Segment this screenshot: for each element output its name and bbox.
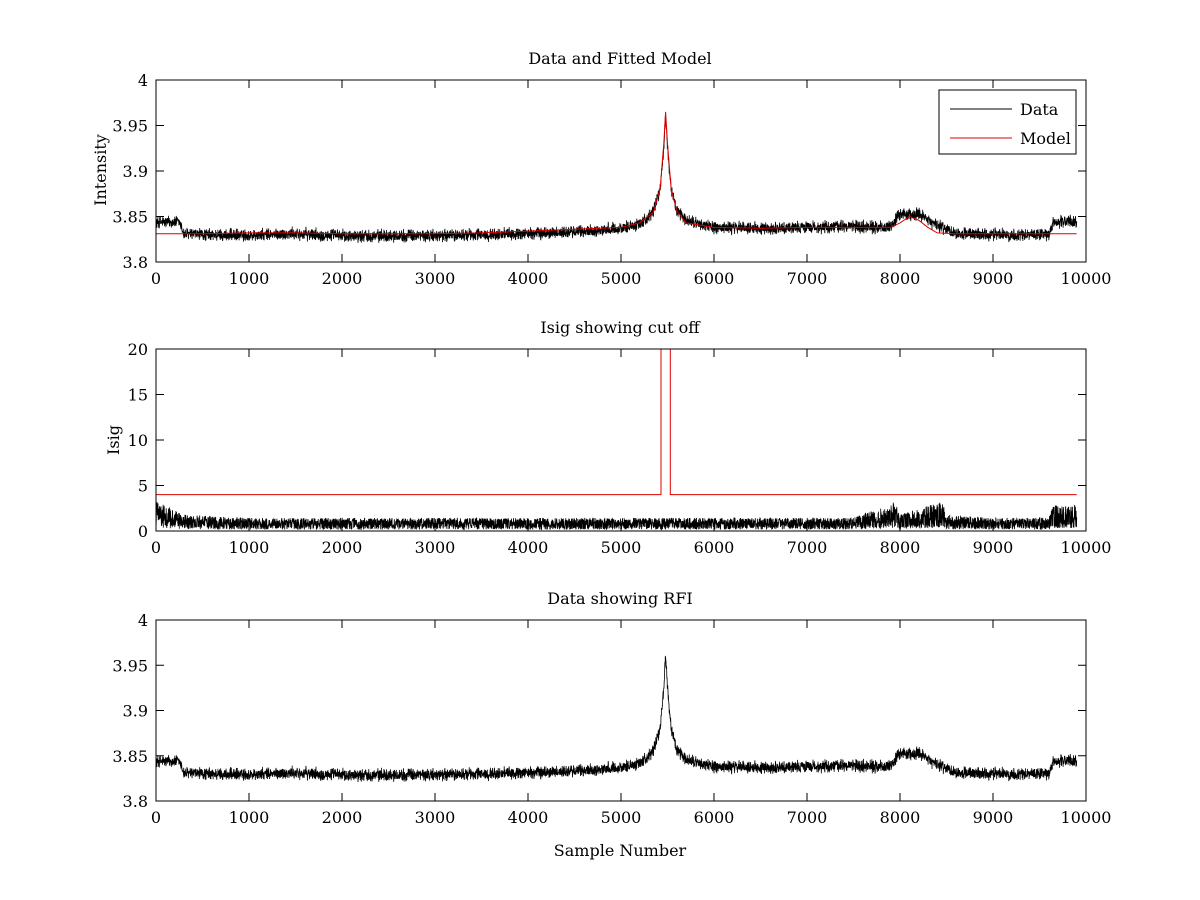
x-tick-label: 2000 <box>322 538 363 557</box>
y-tick-label: 4 <box>138 71 148 90</box>
series-data <box>155 116 1078 243</box>
plot-title: Isig showing cut off <box>540 318 701 337</box>
x-tick-label: 6000 <box>694 808 735 827</box>
x-tick-label: 6000 <box>694 538 735 557</box>
plot-area: 0 1000 2000 3000 4000 5000 6000 7000 8000 9000 100… <box>128 340 1112 557</box>
y-tick-label: 10 <box>128 431 148 450</box>
y-tick-label: 3.85 <box>112 208 148 227</box>
x-tick-label: 7000 <box>787 269 828 288</box>
x-tick-label: 0 <box>151 538 161 557</box>
plot-area: 0 1000 2000 3000 4000 5000 6000 7000 8000 9000 100… <box>112 71 1111 288</box>
y-tick-label: 3.9 <box>123 702 148 721</box>
x-tick-label: 1000 <box>229 808 270 827</box>
y-tick-label: 15 <box>128 386 148 405</box>
x-tick-label: 7000 <box>787 538 828 557</box>
y-tick-label: 3.8 <box>123 792 148 811</box>
x-tick-label: 0 <box>151 269 161 288</box>
y-tick-label: 3.95 <box>112 656 148 675</box>
x-tick-label: 9000 <box>973 269 1014 288</box>
x-tick-label: 1000 <box>229 269 270 288</box>
x-tick-label: 4000 <box>508 808 549 827</box>
series-isig <box>155 502 1078 531</box>
y-axis-label: Isig <box>104 425 123 455</box>
y-tick-label: 3.9 <box>123 162 148 181</box>
x-tick-label: 8000 <box>880 808 921 827</box>
x-axis-label: Sample Number <box>554 841 687 860</box>
x-tick-label: 2000 <box>322 269 363 288</box>
x-tick-label: 9000 <box>973 808 1014 827</box>
x-tick-label: 3000 <box>415 808 456 827</box>
y-tick-label: 3.8 <box>123 253 148 272</box>
legend-box <box>938 89 1077 155</box>
panel-isig-showing-cut-off: Isig showing cut off Isig 0 1000 2000 3000 4… <box>104 318 1111 557</box>
y-tick-label: 3.85 <box>112 747 148 766</box>
x-tick-label: 3000 <box>415 538 456 557</box>
y-tick-label: 5 <box>138 477 148 496</box>
plot-area: 0 1000 2000 3000 4000 5000 6000 7000 8000 9000 100… <box>112 611 1111 827</box>
plot-title: Data and Fitted Model <box>528 49 711 68</box>
x-tick-label: 5000 <box>601 808 642 827</box>
y-tick-label: 20 <box>128 340 148 359</box>
x-tick-label: 3000 <box>415 269 456 288</box>
x-tick-label: 9000 <box>973 538 1014 557</box>
plot-title: Data showing RFI <box>547 589 692 608</box>
x-tick-label: 10000 <box>1061 538 1112 557</box>
series-model <box>156 111 1077 235</box>
y-tick-label: 4 <box>138 611 148 630</box>
x-tick-label: 1000 <box>229 538 270 557</box>
panel-data-showing-rfi: Data showing RFI Sample Number 0 1000 2000… <box>112 589 1111 860</box>
y-tick-label: 3.95 <box>112 117 148 136</box>
x-tick-label: 0 <box>151 808 161 827</box>
x-tick-label: 8000 <box>880 538 921 557</box>
x-tick-label: 5000 <box>601 538 642 557</box>
series-data <box>155 655 1078 783</box>
x-tick-label: 6000 <box>694 269 735 288</box>
panel-data-and-fitted-model: Data and Fitted Model Intensity 0 1000 200… <box>91 49 1111 288</box>
x-tick-label: 4000 <box>508 269 549 288</box>
y-axis-label: Intensity <box>91 134 110 206</box>
legend-label-model: Model <box>1020 129 1071 148</box>
legend-label-data: Data <box>1020 100 1059 119</box>
legend: Data Model <box>938 89 1077 155</box>
x-tick-label: 5000 <box>601 269 642 288</box>
x-tick-label: 2000 <box>322 808 363 827</box>
x-tick-label: 10000 <box>1061 269 1112 288</box>
x-tick-label: 10000 <box>1061 808 1112 827</box>
x-tick-label: 4000 <box>508 538 549 557</box>
x-tick-label: 8000 <box>880 269 921 288</box>
y-tick-label: 0 <box>138 522 148 541</box>
x-tick-label: 7000 <box>787 808 828 827</box>
